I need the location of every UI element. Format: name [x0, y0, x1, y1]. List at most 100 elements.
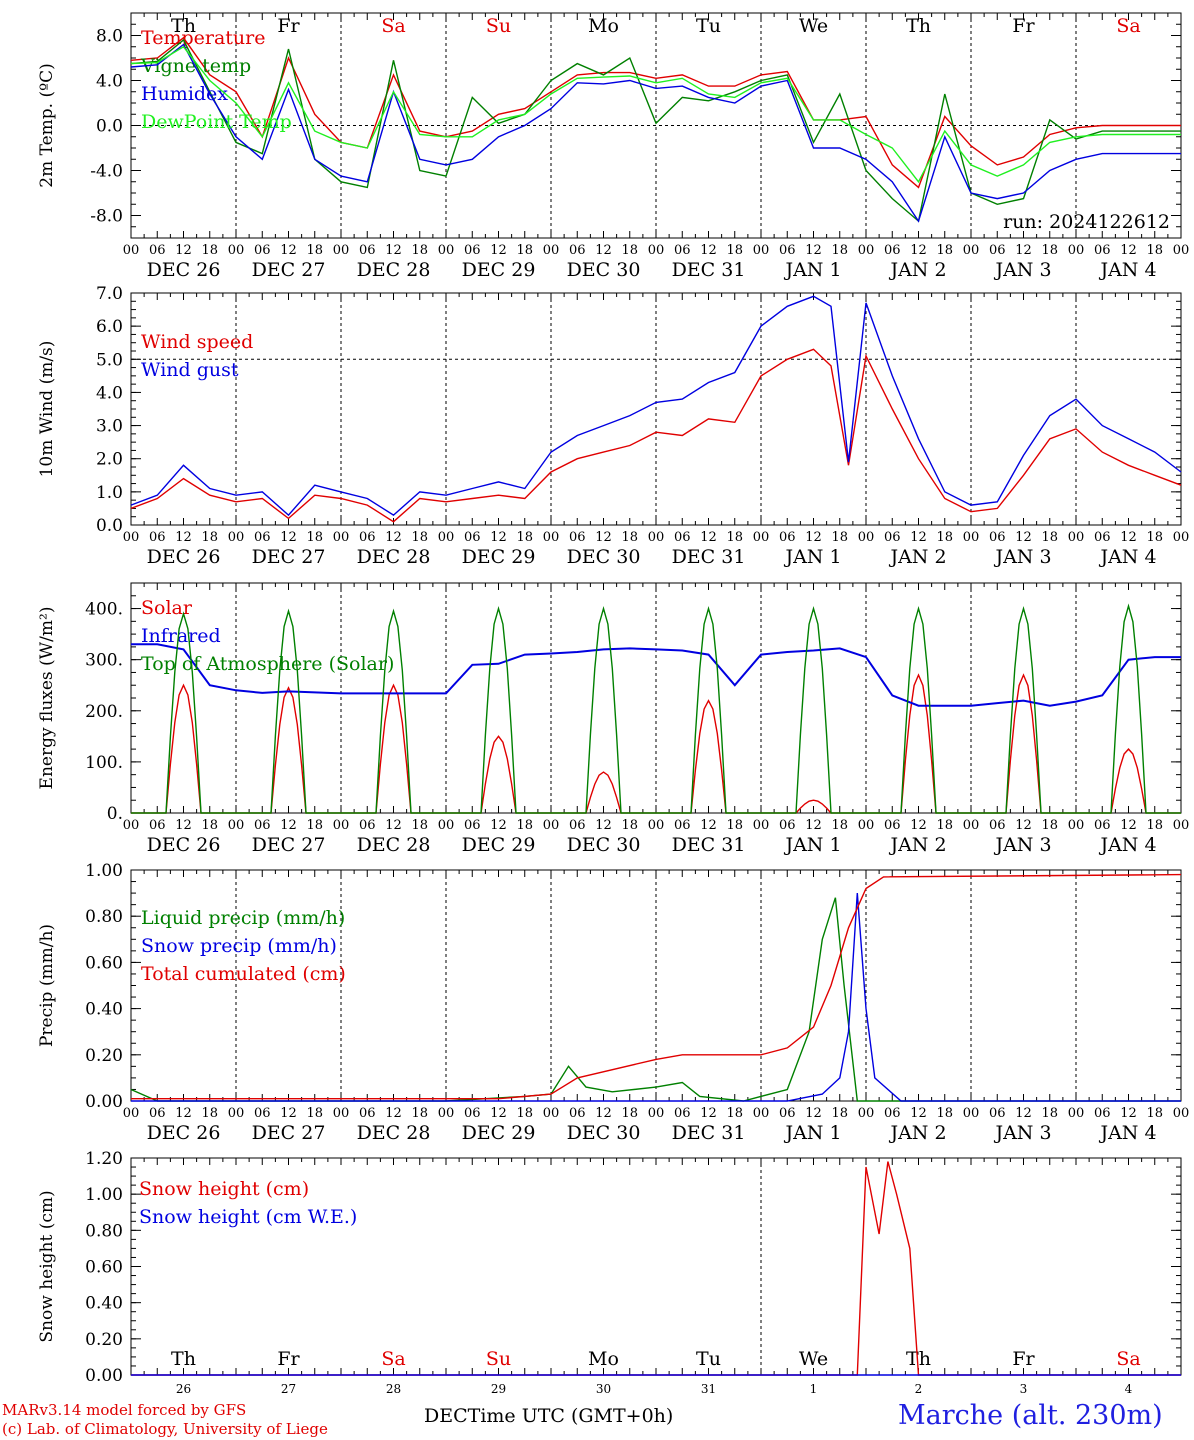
date-label: JAN 1	[783, 259, 841, 281]
hour-tick-label: 18	[621, 1106, 638, 1121]
date-label: DEC 27	[252, 546, 326, 568]
hour-tick-label: 12	[490, 243, 507, 258]
date-label: DEC 29	[462, 546, 536, 568]
date-label: DEC 28	[357, 546, 431, 568]
hour-tick-label: 06	[254, 818, 271, 833]
hour-tick-label: 00	[858, 818, 875, 833]
hour-tick-label: 18	[936, 530, 953, 545]
hour-tick-label: 18	[936, 818, 953, 833]
hour-tick-label: 18	[621, 243, 638, 258]
hour-tick-label: 18	[726, 1106, 743, 1121]
lab-credit: (c) Lab. of Climatology, University of L…	[2, 1420, 328, 1438]
weekday-label: Th	[171, 15, 196, 37]
hour-tick-label: 06	[779, 818, 796, 833]
x-axis-title: DECTime UTC (GMT+0h)	[424, 1405, 674, 1427]
hour-tick-label: 00	[858, 243, 875, 258]
date-label: JAN 1	[783, 1122, 841, 1144]
legend-entry: Snow height (cm W.E.)	[139, 1206, 357, 1228]
hour-tick-label: 12	[280, 818, 297, 833]
hour-tick-label: 18	[411, 243, 428, 258]
hour-tick-label: 12	[385, 530, 402, 545]
series-line-snow-precip-mm-h	[131, 893, 1181, 1102]
y-tick-label: 400.	[85, 600, 123, 620]
legend-entry: Snow height (cm)	[139, 1178, 309, 1200]
hour-tick-label: 00	[1173, 530, 1190, 545]
date-label: DEC 26	[147, 546, 221, 568]
hour-tick-label: 12	[700, 530, 717, 545]
hour-tick-label: 00	[543, 243, 560, 258]
date-label: DEC 29	[462, 1122, 536, 1144]
hour-tick-label: 12	[280, 1106, 297, 1121]
weekday-label: Th	[906, 1348, 931, 1370]
y-tick-label: 4.0	[96, 72, 123, 92]
hour-tick-label: 06	[569, 530, 586, 545]
hour-tick-label: 18	[726, 530, 743, 545]
hour-tick-label: 18	[516, 1106, 533, 1121]
hour-tick-label: 00	[648, 530, 665, 545]
hour-tick-label: 00	[1068, 530, 1085, 545]
hour-tick-label: 12	[700, 1106, 717, 1121]
y-tick-label: 5.0	[96, 350, 123, 370]
weekday-label: Mo	[588, 15, 619, 37]
hour-tick-label: 12	[1015, 530, 1032, 545]
y-tick-label: -8.0	[90, 207, 123, 227]
y-tick-label: 2.0	[96, 450, 123, 470]
hour-tick-label: 00	[438, 1106, 455, 1121]
hour-tick-label: 00	[543, 1106, 560, 1121]
day-number-label: 30	[596, 1382, 611, 1396]
y-tick-label: -4.0	[90, 162, 123, 182]
legend-entry: Liquid precip (mm/h)	[141, 907, 345, 929]
series-line-wind-gust	[130, 295, 1182, 517]
date-label: DEC 30	[567, 546, 641, 568]
date-label: JAN 2	[888, 546, 946, 568]
y-tick-label: 0.20	[85, 1330, 123, 1350]
day-number-label: 27	[281, 1382, 296, 1396]
hour-tick-label: 12	[910, 530, 927, 545]
series-line-vigne-temp	[130, 38, 1181, 223]
legend-entry: Top of Atmosphere (Solar)	[141, 653, 394, 675]
hour-tick-label: 00	[1173, 243, 1190, 258]
hour-tick-label: 18	[936, 243, 953, 258]
hour-tick-label: 00	[543, 818, 560, 833]
series-line-total-cumulated-cm	[131, 873, 1182, 1100]
hour-tick-label: 12	[595, 243, 612, 258]
date-label: DEC 27	[252, 259, 326, 281]
day-number-label: 1	[810, 1382, 818, 1396]
hour-tick-label: 12	[910, 243, 927, 258]
date-label: JAN 1	[783, 834, 841, 856]
y-tick-label: 0.00	[85, 1092, 123, 1112]
hour-tick-label: 12	[490, 530, 507, 545]
y-tick-label: 1.00	[85, 861, 123, 881]
hour-tick-label: 12	[805, 1106, 822, 1121]
weekday-label: Sa	[381, 15, 405, 37]
hour-tick-label: 12	[175, 243, 192, 258]
hour-tick-label: 06	[779, 1106, 796, 1121]
date-label: JAN 3	[993, 259, 1051, 281]
y-tick-label: 3.0	[96, 417, 123, 437]
y-tick-label: 0.60	[85, 1258, 123, 1278]
hour-tick-label: 18	[1041, 1106, 1058, 1121]
hour-tick-label: 06	[359, 243, 376, 258]
y-axis-label: 2m Temp. (ºC)	[37, 63, 57, 188]
hour-tick-label: 18	[1041, 243, 1058, 258]
hour-tick-label: 12	[595, 818, 612, 833]
meteogram-chart: 8.04.00.0-4.0-8.02m Temp. (ºC)00 06 12 18DE…	[37, 12, 1190, 1396]
hour-tick-label: 18	[621, 530, 638, 545]
hour-tick-label: 06	[254, 243, 271, 258]
date-label: JAN 3	[993, 834, 1051, 856]
date-label: DEC 31	[672, 1122, 746, 1144]
legend-entry: Wind speed	[141, 331, 253, 353]
hour-tick-label: 00	[963, 243, 980, 258]
hour-tick-label: 06	[1094, 530, 1111, 545]
hour-tick-label: 18	[516, 243, 533, 258]
weekday-label: Tu	[696, 1348, 721, 1370]
hour-tick-label: 12	[700, 243, 717, 258]
hour-tick-label: 06	[989, 243, 1006, 258]
date-label: JAN 4	[1098, 259, 1156, 281]
hour-tick-label: 06	[674, 818, 691, 833]
hour-tick-label: 06	[149, 243, 166, 258]
y-tick-label: 6.0	[96, 317, 123, 337]
hour-tick-label: 00	[333, 818, 350, 833]
date-label: JAN 2	[888, 259, 946, 281]
weekday-label: Su	[486, 1348, 511, 1370]
